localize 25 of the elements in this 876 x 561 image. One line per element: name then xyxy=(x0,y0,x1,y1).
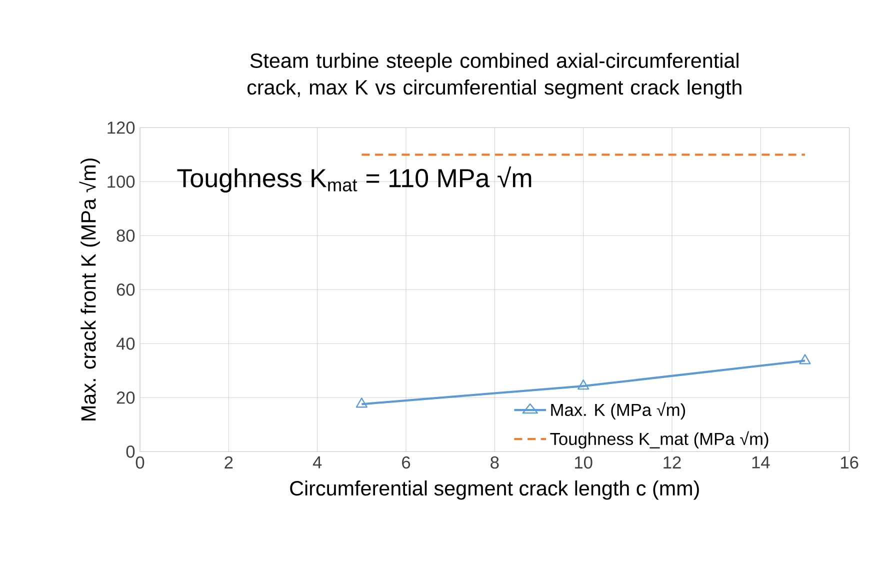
x-tick-label: 6 xyxy=(402,456,410,469)
point xyxy=(356,398,368,408)
x-tick-label: 12 xyxy=(664,456,681,468)
y-tick-label: 40 xyxy=(116,338,135,350)
chart-title: Steam turbine steeple combined axial-circumferential crack, max K vs circumferential segment crack length xyxy=(247,52,742,99)
x-tick-label: 14 xyxy=(752,456,770,468)
x-tick-label: 16 xyxy=(841,456,858,469)
y-tick-label: 120 xyxy=(108,122,135,134)
y-tick-label: 0 xyxy=(126,446,135,458)
point xyxy=(578,379,590,390)
annotation: Toughness K$_{mat}$ = 110 MPa √m xyxy=(177,166,532,192)
x-tick-label: 10 xyxy=(575,456,592,469)
y-axis-title: Max. crack front K (MPa √m) xyxy=(79,158,100,420)
x-axis-title: Circumferential segment crack length c (mm) xyxy=(290,480,699,500)
y-tick-label: 20 xyxy=(116,392,135,404)
y-tick-label: 60 xyxy=(116,284,135,296)
y-tick-label: 80 xyxy=(116,230,135,242)
point xyxy=(799,354,811,364)
legend-label: Max. K (MPa √m) xyxy=(551,402,686,420)
x-tick-label: 2 xyxy=(224,456,233,468)
x-tick-label: 8 xyxy=(490,456,499,469)
legend-label: Toughness K_mat (MPa √m) xyxy=(550,431,768,449)
y-tick-label: 100 xyxy=(108,176,135,188)
x-tick-label: 4 xyxy=(312,456,322,468)
x-tick-label: 0 xyxy=(136,456,144,469)
